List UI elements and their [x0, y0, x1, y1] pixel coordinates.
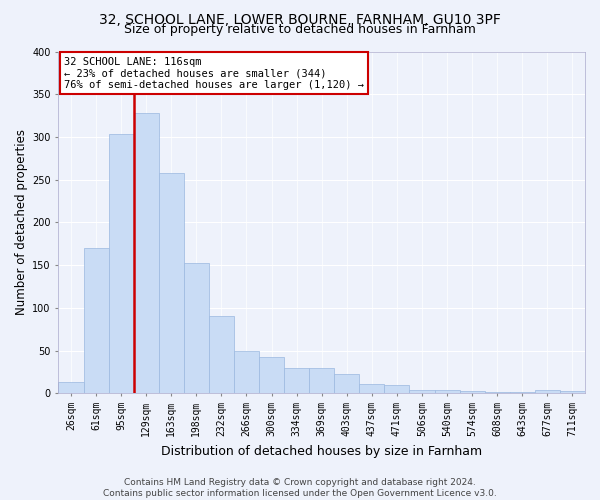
Bar	[58, 382, 83, 394]
Bar	[434, 390, 460, 394]
Bar	[460, 390, 485, 394]
Bar	[485, 392, 510, 394]
Bar	[209, 316, 234, 394]
Bar	[385, 384, 409, 394]
Text: Contains HM Land Registry data © Crown copyright and database right 2024.
Contai: Contains HM Land Registry data © Crown c…	[103, 478, 497, 498]
Bar	[309, 368, 334, 394]
Bar	[134, 113, 159, 394]
Bar	[184, 262, 209, 394]
Bar	[510, 392, 535, 394]
Text: 32, SCHOOL LANE, LOWER BOURNE, FARNHAM, GU10 3PF: 32, SCHOOL LANE, LOWER BOURNE, FARNHAM, …	[99, 12, 501, 26]
Bar	[159, 173, 184, 394]
Bar	[109, 134, 134, 394]
Bar	[284, 368, 309, 394]
Bar	[359, 384, 385, 394]
Bar	[259, 356, 284, 394]
Bar	[409, 390, 434, 394]
Text: 32 SCHOOL LANE: 116sqm
← 23% of detached houses are smaller (344)
76% of semi-de: 32 SCHOOL LANE: 116sqm ← 23% of detached…	[64, 56, 364, 90]
Bar	[560, 390, 585, 394]
Y-axis label: Number of detached properties: Number of detached properties	[15, 130, 28, 316]
X-axis label: Distribution of detached houses by size in Farnham: Distribution of detached houses by size …	[161, 444, 482, 458]
Bar	[83, 248, 109, 394]
Text: Size of property relative to detached houses in Farnham: Size of property relative to detached ho…	[124, 22, 476, 36]
Bar	[334, 374, 359, 394]
Bar	[535, 390, 560, 394]
Bar	[234, 350, 259, 394]
